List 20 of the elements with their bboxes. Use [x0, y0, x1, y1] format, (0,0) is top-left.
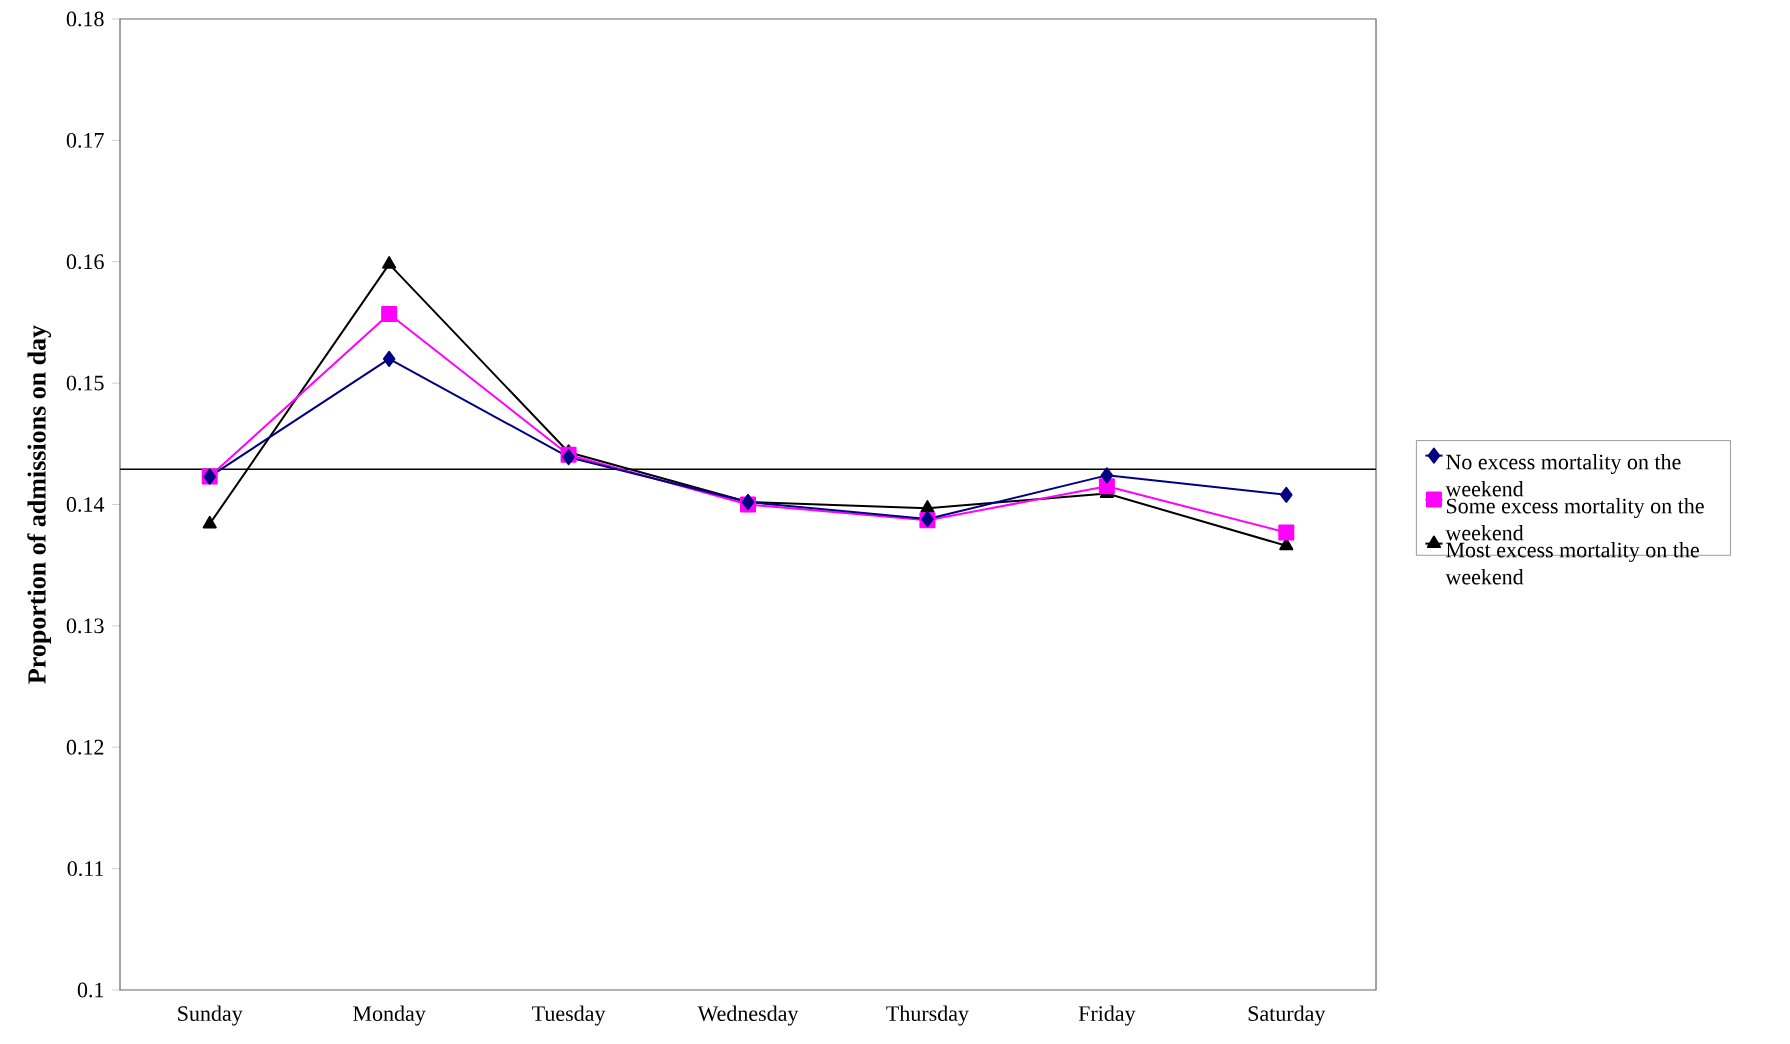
x-tick-label: Wednesday: [697, 1005, 799, 1026]
y-tick-label: 0.15: [66, 375, 104, 391]
x-tick-label: Tuesday: [532, 1005, 606, 1026]
x-tick-label: Friday: [1078, 1005, 1136, 1026]
y-tick-label: 0.13: [66, 618, 104, 634]
y-tick-label: 0.17: [66, 132, 104, 148]
legend-label: Most excess mortality on the weekend: [1445, 541, 1699, 585]
y-axis-title: Proportion of admissions on day: [27, 325, 52, 684]
y-tick-label: 0.11: [67, 861, 104, 877]
y-tick-label: 0.12: [66, 739, 104, 755]
y-tick-label: 0.1: [77, 982, 104, 998]
legend-label: Some excess mortality on the weekend: [1445, 497, 1704, 541]
x-tick-label: Monday: [353, 1005, 426, 1026]
y-tick-label: 0.18: [66, 11, 104, 27]
x-tick-label: Saturday: [1248, 1005, 1326, 1026]
y-tick-label: 0.16: [66, 254, 104, 270]
legend-label: No excess mortality on the weekend: [1445, 453, 1681, 497]
x-tick-label: Thursday: [886, 1005, 969, 1026]
y-tick-label: 0.14: [66, 497, 105, 512]
x-tick-label: Sunday: [178, 1005, 243, 1026]
